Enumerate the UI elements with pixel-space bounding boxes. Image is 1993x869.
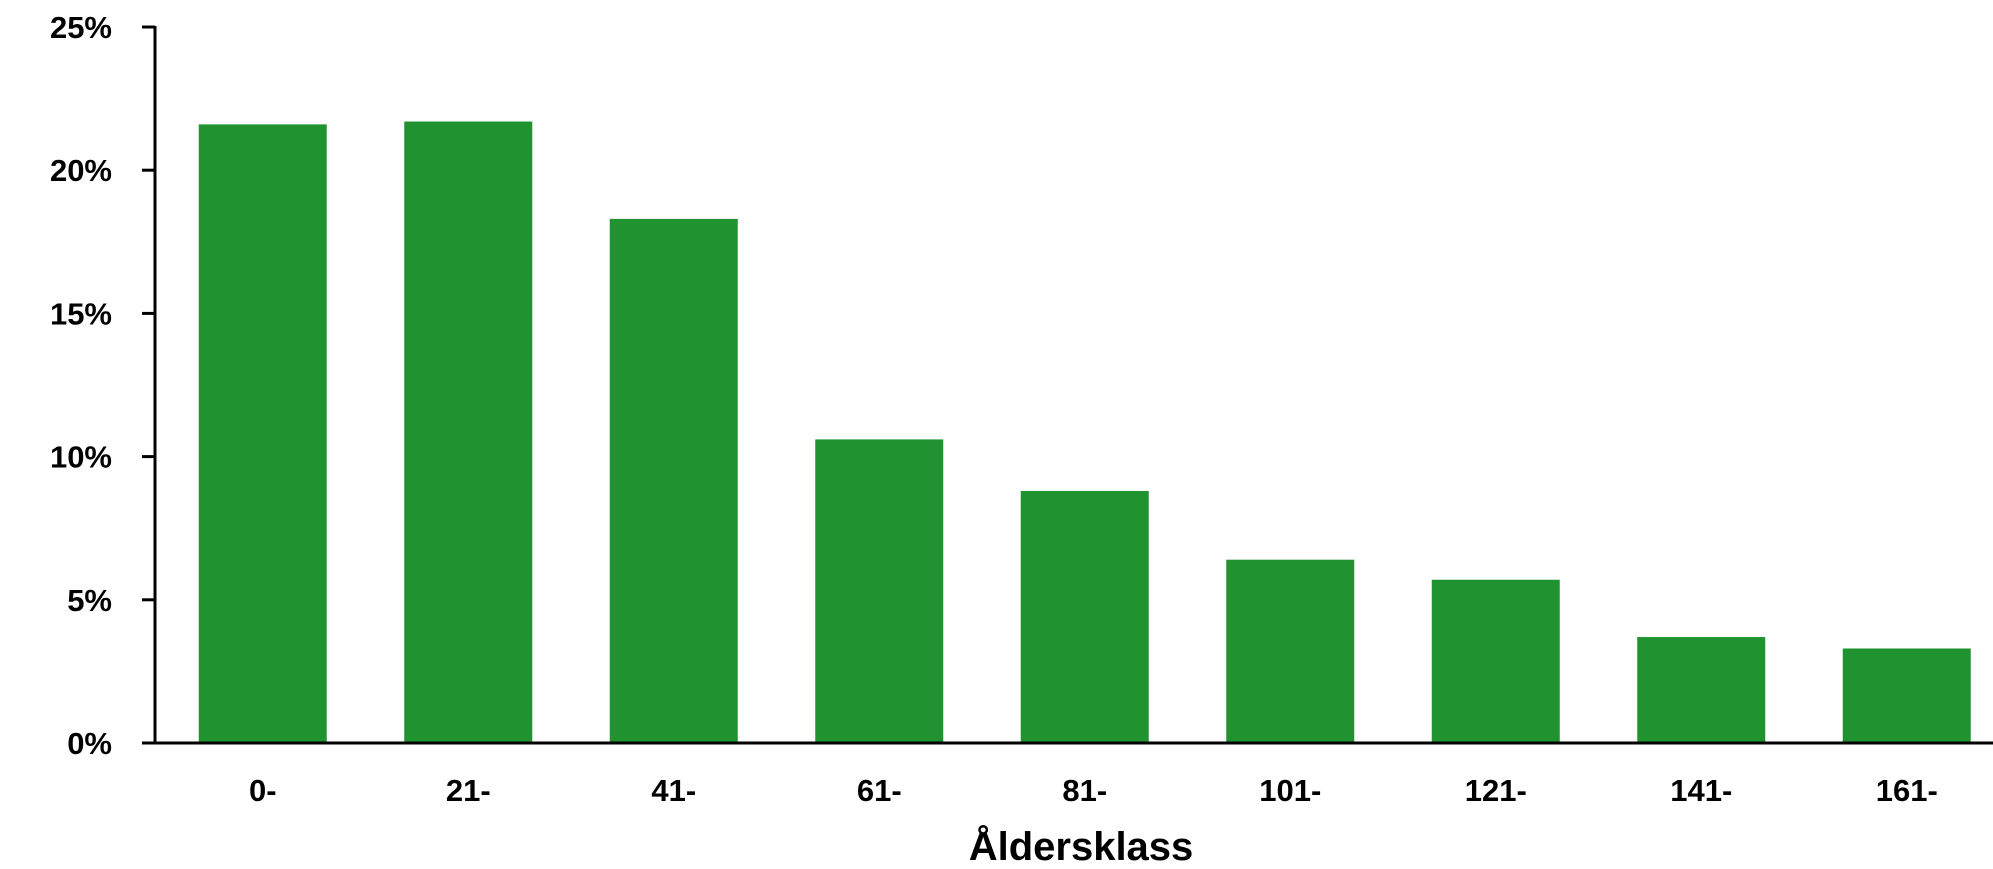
bar-81 bbox=[1020, 490, 1149, 743]
x-tick-label: 61- bbox=[857, 773, 902, 808]
y-tick-label: 10% bbox=[50, 440, 112, 475]
x-tick-label: 21- bbox=[446, 773, 491, 808]
x-tick-label: 41- bbox=[651, 773, 696, 808]
y-tick-label: 25% bbox=[50, 10, 112, 45]
bar-101 bbox=[1226, 559, 1355, 743]
y-tick-label: 20% bbox=[50, 153, 112, 188]
x-tick-label: 81- bbox=[1062, 773, 1107, 808]
bar-121 bbox=[1431, 579, 1560, 743]
bar-141 bbox=[1637, 637, 1766, 743]
bar-161 bbox=[1842, 648, 1971, 743]
x-axis-title: Åldersklass bbox=[969, 824, 1194, 864]
bars bbox=[198, 121, 1971, 744]
bar-41 bbox=[609, 218, 738, 743]
x-tick-label: 0- bbox=[249, 773, 277, 808]
y-tick-label: 5% bbox=[67, 583, 112, 618]
axes bbox=[142, 26, 1993, 745]
y-tick-label: 15% bbox=[50, 296, 112, 331]
x-tick-label: 141- bbox=[1670, 773, 1732, 808]
y-axis-ticks: 0% 5% 10% 15% 20% 25% bbox=[50, 10, 155, 761]
x-tick-label: 161- bbox=[1876, 773, 1938, 808]
x-axis-tick-labels: 0- 21- 41- 61- 81- 101- 121- 141- 161- bbox=[249, 773, 1938, 808]
y-tick-label: 0% bbox=[67, 726, 112, 761]
bar-21 bbox=[404, 121, 533, 743]
x-tick-label: 121- bbox=[1465, 773, 1527, 808]
x-tick-label: 101- bbox=[1259, 773, 1321, 808]
bar-0 bbox=[198, 124, 327, 744]
bar-61 bbox=[815, 439, 944, 743]
